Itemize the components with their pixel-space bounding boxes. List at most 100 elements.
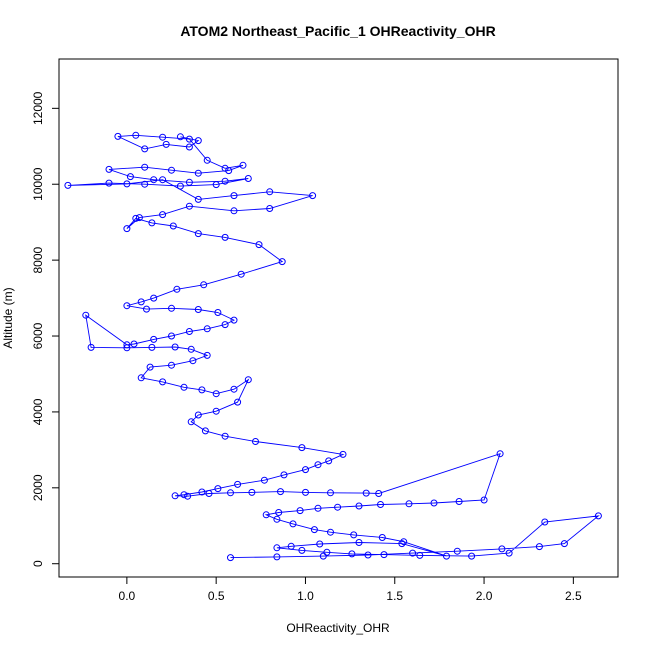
data-point <box>126 173 134 181</box>
data-point <box>194 169 202 177</box>
data-point <box>123 180 131 188</box>
data-point <box>194 195 202 203</box>
data-point <box>189 357 197 365</box>
data-point <box>296 507 304 515</box>
data-point <box>132 131 140 139</box>
data-point <box>230 207 238 215</box>
data-point <box>141 180 149 188</box>
data-point <box>150 335 158 343</box>
data-point <box>535 543 543 551</box>
data-point <box>230 316 238 324</box>
data-point <box>221 164 229 172</box>
data-point <box>289 520 297 528</box>
x-tick-label: 0.5 <box>208 589 225 603</box>
data-point <box>348 550 356 558</box>
data-point <box>355 502 363 510</box>
data-point <box>168 304 175 312</box>
data-point <box>212 390 220 398</box>
data-point <box>364 551 372 559</box>
data-point <box>443 552 450 560</box>
data-point <box>273 515 281 523</box>
data-point <box>298 444 306 452</box>
data-point <box>168 166 175 174</box>
data-point <box>334 503 342 511</box>
data-point <box>230 192 238 200</box>
x-tick-label: 1.0 <box>297 589 314 603</box>
y-tick-label: 0 <box>31 560 45 567</box>
data-point <box>273 553 281 561</box>
data-point <box>327 489 334 497</box>
data-point <box>114 132 122 140</box>
data-point <box>221 233 229 241</box>
data-point <box>505 549 513 557</box>
data-point <box>234 398 242 406</box>
data-point <box>198 386 206 394</box>
data-point <box>309 192 317 200</box>
data-point <box>130 340 138 348</box>
data-point <box>148 219 156 227</box>
data-point <box>260 476 268 484</box>
data-point <box>409 549 417 557</box>
data-point <box>280 471 288 479</box>
data-point <box>405 500 413 508</box>
data-point <box>214 485 222 493</box>
data-point <box>123 344 131 352</box>
data-point <box>150 176 158 184</box>
data-point <box>123 302 131 310</box>
data-point <box>248 488 256 496</box>
data-point <box>480 496 488 504</box>
data-point <box>230 385 238 393</box>
series-layer <box>64 131 602 562</box>
data-point <box>141 163 149 171</box>
data-point <box>225 167 233 175</box>
data-point <box>221 177 229 185</box>
data-point <box>498 545 506 553</box>
data-point <box>162 140 170 148</box>
data-point <box>212 407 220 415</box>
data-point <box>185 202 193 210</box>
data-point <box>159 133 167 141</box>
data-point <box>287 542 295 550</box>
data-point <box>194 306 202 313</box>
data-point <box>201 427 209 435</box>
data-point <box>87 343 95 351</box>
data-point <box>302 466 309 474</box>
data-point <box>237 270 245 278</box>
data-point <box>339 450 347 458</box>
data-point <box>378 534 386 541</box>
x-tick-label: 0.0 <box>119 589 136 603</box>
data-point <box>194 230 202 238</box>
x-tick-label: 2.0 <box>476 589 493 603</box>
data-point <box>316 540 324 548</box>
data-point <box>185 143 193 151</box>
data-point <box>148 343 156 351</box>
data-point <box>380 551 388 559</box>
data-point <box>105 179 113 187</box>
data-point <box>184 492 192 500</box>
y-tick-label: 8000 <box>31 246 45 273</box>
data-point <box>319 552 327 560</box>
data-point <box>244 175 252 182</box>
data-point <box>560 540 568 548</box>
series-0 <box>64 131 602 562</box>
data-point <box>132 214 140 222</box>
y-tick-label: 10000 <box>31 167 45 201</box>
data-point <box>159 211 167 219</box>
data-point <box>273 544 281 552</box>
data-point <box>594 512 602 520</box>
data-point <box>123 341 131 349</box>
data-point <box>221 432 229 440</box>
data-point <box>314 461 322 469</box>
x-tick-label: 2.5 <box>565 589 582 603</box>
data-point <box>146 363 154 371</box>
data-point <box>159 378 167 386</box>
data-point <box>227 489 234 497</box>
y-tick-label: 6000 <box>31 322 45 349</box>
data-point <box>277 488 284 496</box>
data-point <box>194 411 202 419</box>
data-point <box>266 205 274 212</box>
data-point <box>137 298 145 306</box>
data-point <box>325 457 333 465</box>
